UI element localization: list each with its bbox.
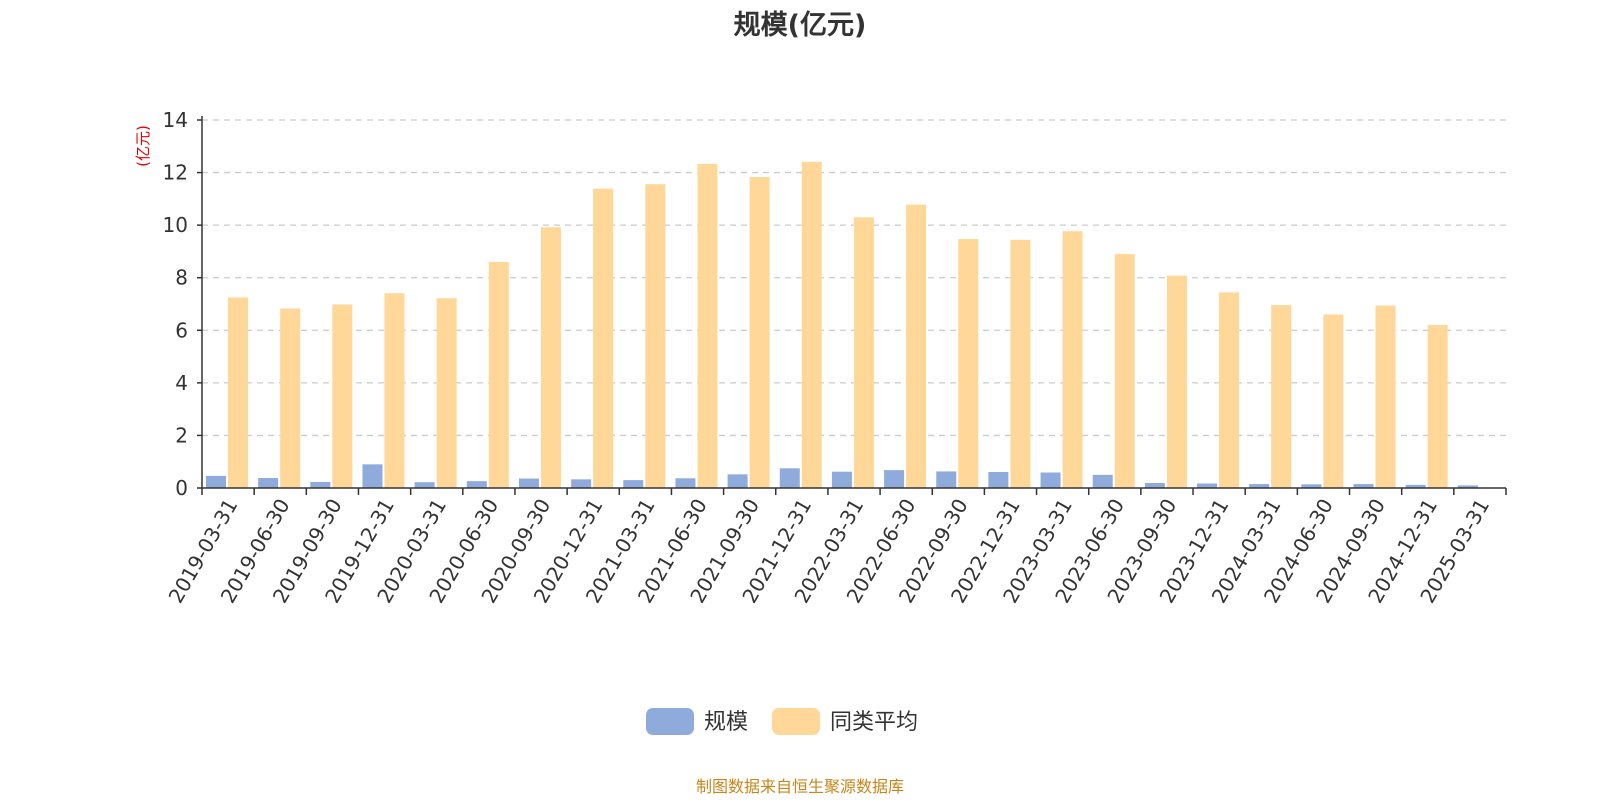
bar-scale[interactable] xyxy=(414,482,435,488)
bar-scale[interactable] xyxy=(988,471,1009,488)
bar-peer-average[interactable] xyxy=(1010,239,1031,488)
bar-scale[interactable] xyxy=(1353,484,1374,488)
bar-peer-average[interactable] xyxy=(1166,275,1187,488)
bar-peer-average[interactable] xyxy=(1114,254,1135,488)
y-tick-label: 8 xyxy=(175,266,188,290)
source-note: 制图数据来自恒生聚源数据库 xyxy=(696,777,904,796)
bars xyxy=(206,161,1478,489)
bar-peer-average[interactable] xyxy=(906,204,927,488)
y-tick-label: 4 xyxy=(175,371,188,395)
bar-peer-average[interactable] xyxy=(436,298,457,488)
bar-peer-average[interactable] xyxy=(593,188,614,488)
bar-scale[interactable] xyxy=(1092,474,1113,488)
bar-scale[interactable] xyxy=(1144,483,1165,488)
bar-scale[interactable] xyxy=(310,481,331,488)
bar-peer-average[interactable] xyxy=(1062,231,1083,488)
legend[interactable]: 规模 同类平均 xyxy=(646,708,918,735)
legend-swatch[interactable] xyxy=(772,708,820,735)
bar-peer-average[interactable] xyxy=(1219,292,1240,488)
y-tick-label: 12 xyxy=(163,161,188,185)
y-tick-label: 0 xyxy=(175,476,188,500)
bar-scale[interactable] xyxy=(675,478,696,488)
y-tick-label: 2 xyxy=(175,423,188,447)
bar-peer-average[interactable] xyxy=(697,163,718,488)
bar-scale[interactable] xyxy=(1301,484,1322,488)
y-tick-label: 10 xyxy=(163,213,188,237)
bar-peer-average[interactable] xyxy=(488,261,509,488)
bar-scale[interactable] xyxy=(362,464,383,488)
legend-label[interactable]: 同类平均 xyxy=(830,710,918,735)
bar-scale[interactable] xyxy=(779,468,800,488)
bar-peer-average[interactable] xyxy=(801,161,822,488)
bar-peer-average[interactable] xyxy=(228,297,248,488)
bar-scale[interactable] xyxy=(466,481,487,488)
bar-scale[interactable] xyxy=(258,478,279,488)
bar-scale[interactable] xyxy=(884,470,905,488)
legend-swatch[interactable] xyxy=(646,708,694,735)
bar-scale[interactable] xyxy=(831,471,852,488)
y-axis-unit-label: (亿元) xyxy=(134,125,152,167)
bar-peer-average[interactable] xyxy=(332,304,353,488)
bar-scale[interactable] xyxy=(623,480,644,488)
bar-scale[interactable] xyxy=(1197,483,1218,488)
bar-peer-average[interactable] xyxy=(540,227,561,488)
bar-scale[interactable] xyxy=(1457,485,1478,488)
bar-scale[interactable] xyxy=(206,475,226,488)
bar-peer-average[interactable] xyxy=(749,177,770,489)
bar-peer-average[interactable] xyxy=(1375,305,1396,488)
bar-peer-average[interactable] xyxy=(384,293,405,488)
bar-peer-average[interactable] xyxy=(1271,305,1292,488)
bar-scale[interactable] xyxy=(518,478,539,488)
bar-scale[interactable] xyxy=(1249,484,1270,488)
bar-scale[interactable] xyxy=(571,479,592,488)
bar-scale[interactable] xyxy=(1405,484,1426,488)
bar-peer-average[interactable] xyxy=(958,239,979,488)
bar-peer-average[interactable] xyxy=(853,217,874,488)
y-tick-label: 6 xyxy=(175,318,188,342)
bar-peer-average[interactable] xyxy=(280,308,301,488)
bar-peer-average[interactable] xyxy=(645,184,666,488)
axes: 024681012142019-03-312019-06-302019-09-3… xyxy=(163,108,1507,607)
y-tick-label: 14 xyxy=(163,108,188,132)
bar-scale[interactable] xyxy=(936,471,957,488)
chart-title: 规模(亿元) xyxy=(734,10,867,41)
bar-scale[interactable] xyxy=(1040,472,1061,488)
bar-peer-average[interactable] xyxy=(1323,314,1344,488)
legend-label[interactable]: 规模 xyxy=(704,710,748,735)
bar-scale[interactable] xyxy=(727,474,748,488)
bar-peer-average[interactable] xyxy=(1427,325,1448,488)
